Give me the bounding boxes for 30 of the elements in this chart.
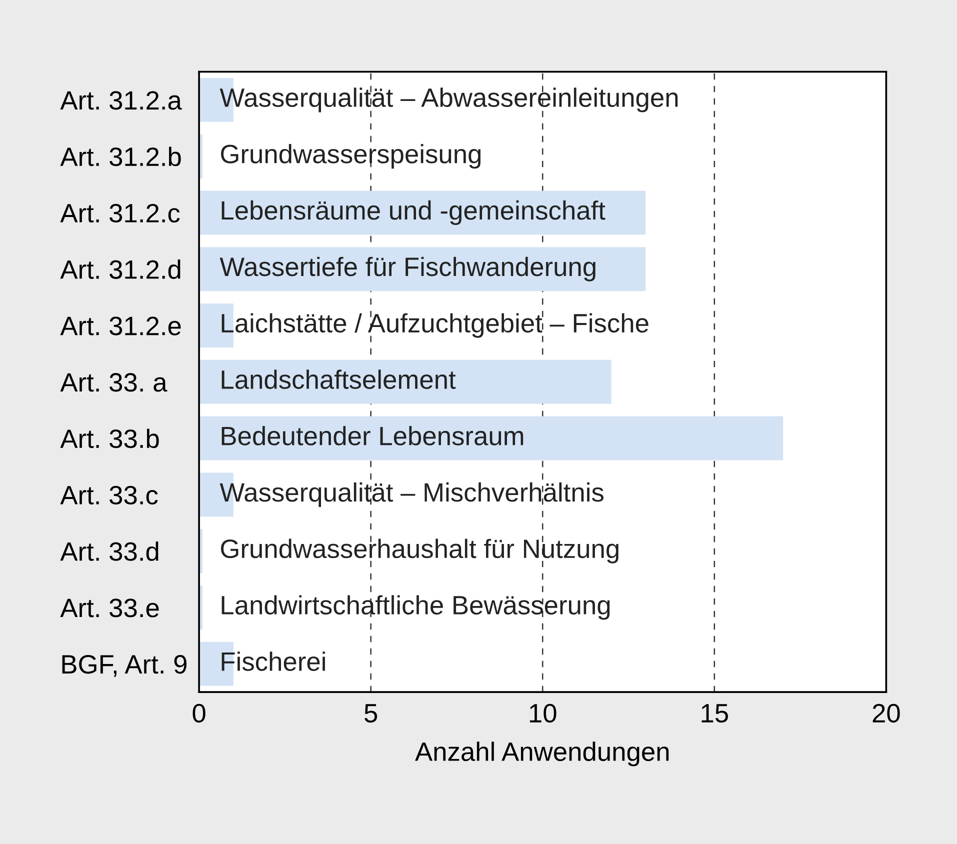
x-tick-label: 5	[364, 704, 378, 723]
x-axis-title: Anzahl Anwendungen	[415, 742, 669, 766]
data-label: Landwirtschaftliche Bewässerung	[222, 595, 610, 620]
data-label: Lebensräume und -gemeinschaft	[222, 200, 606, 226]
y-tick-label: Art. 31.2.b	[60, 146, 181, 166]
data-label: Landschaftselement	[222, 370, 456, 389]
data-label: Bedeutender Lebensraum	[222, 426, 524, 446]
y-tick-label: Art. 33.d	[60, 542, 158, 561]
y-tick-label: Art. 31.2.d	[60, 260, 180, 279]
bar	[199, 416, 784, 460]
data-label: Grundwasserhaushalt für Nutzung	[220, 538, 618, 564]
data-label: Fischerei	[222, 652, 325, 671]
data-label: Wasserqualität – Abwassereinleitungen	[220, 88, 678, 112]
x-tick-label: 15	[702, 704, 728, 723]
y-tick-label: Art. 33.e	[60, 598, 159, 618]
data-label: Wassertiefe für Fischwanderung	[220, 256, 596, 282]
y-tick-label: Art. 31.2.c	[60, 204, 180, 223]
y-tick-label: Art. 33.c	[60, 486, 158, 505]
data-label: Grundwasserspeisung	[220, 144, 481, 169]
data-label: Laichstätte / Aufzuchtgebiet – Fische	[222, 313, 648, 338]
x-tick-label: 0	[192, 704, 206, 723]
data-label: Wasserqualität – Mischverhältnis	[220, 482, 604, 507]
y-tick-label: Art. 33.b	[60, 428, 159, 448]
y-tick-label: BGF, Art. 9	[62, 655, 186, 677]
bar	[199, 360, 612, 404]
x-tick-label: 20	[872, 704, 900, 723]
x-tick-label: 10	[530, 704, 556, 723]
y-tick-label: Art. 31.2.a	[60, 91, 182, 110]
y-tick-label: Art. 31.2.e	[60, 316, 181, 336]
y-tick-label: Art. 33. a	[60, 373, 168, 392]
